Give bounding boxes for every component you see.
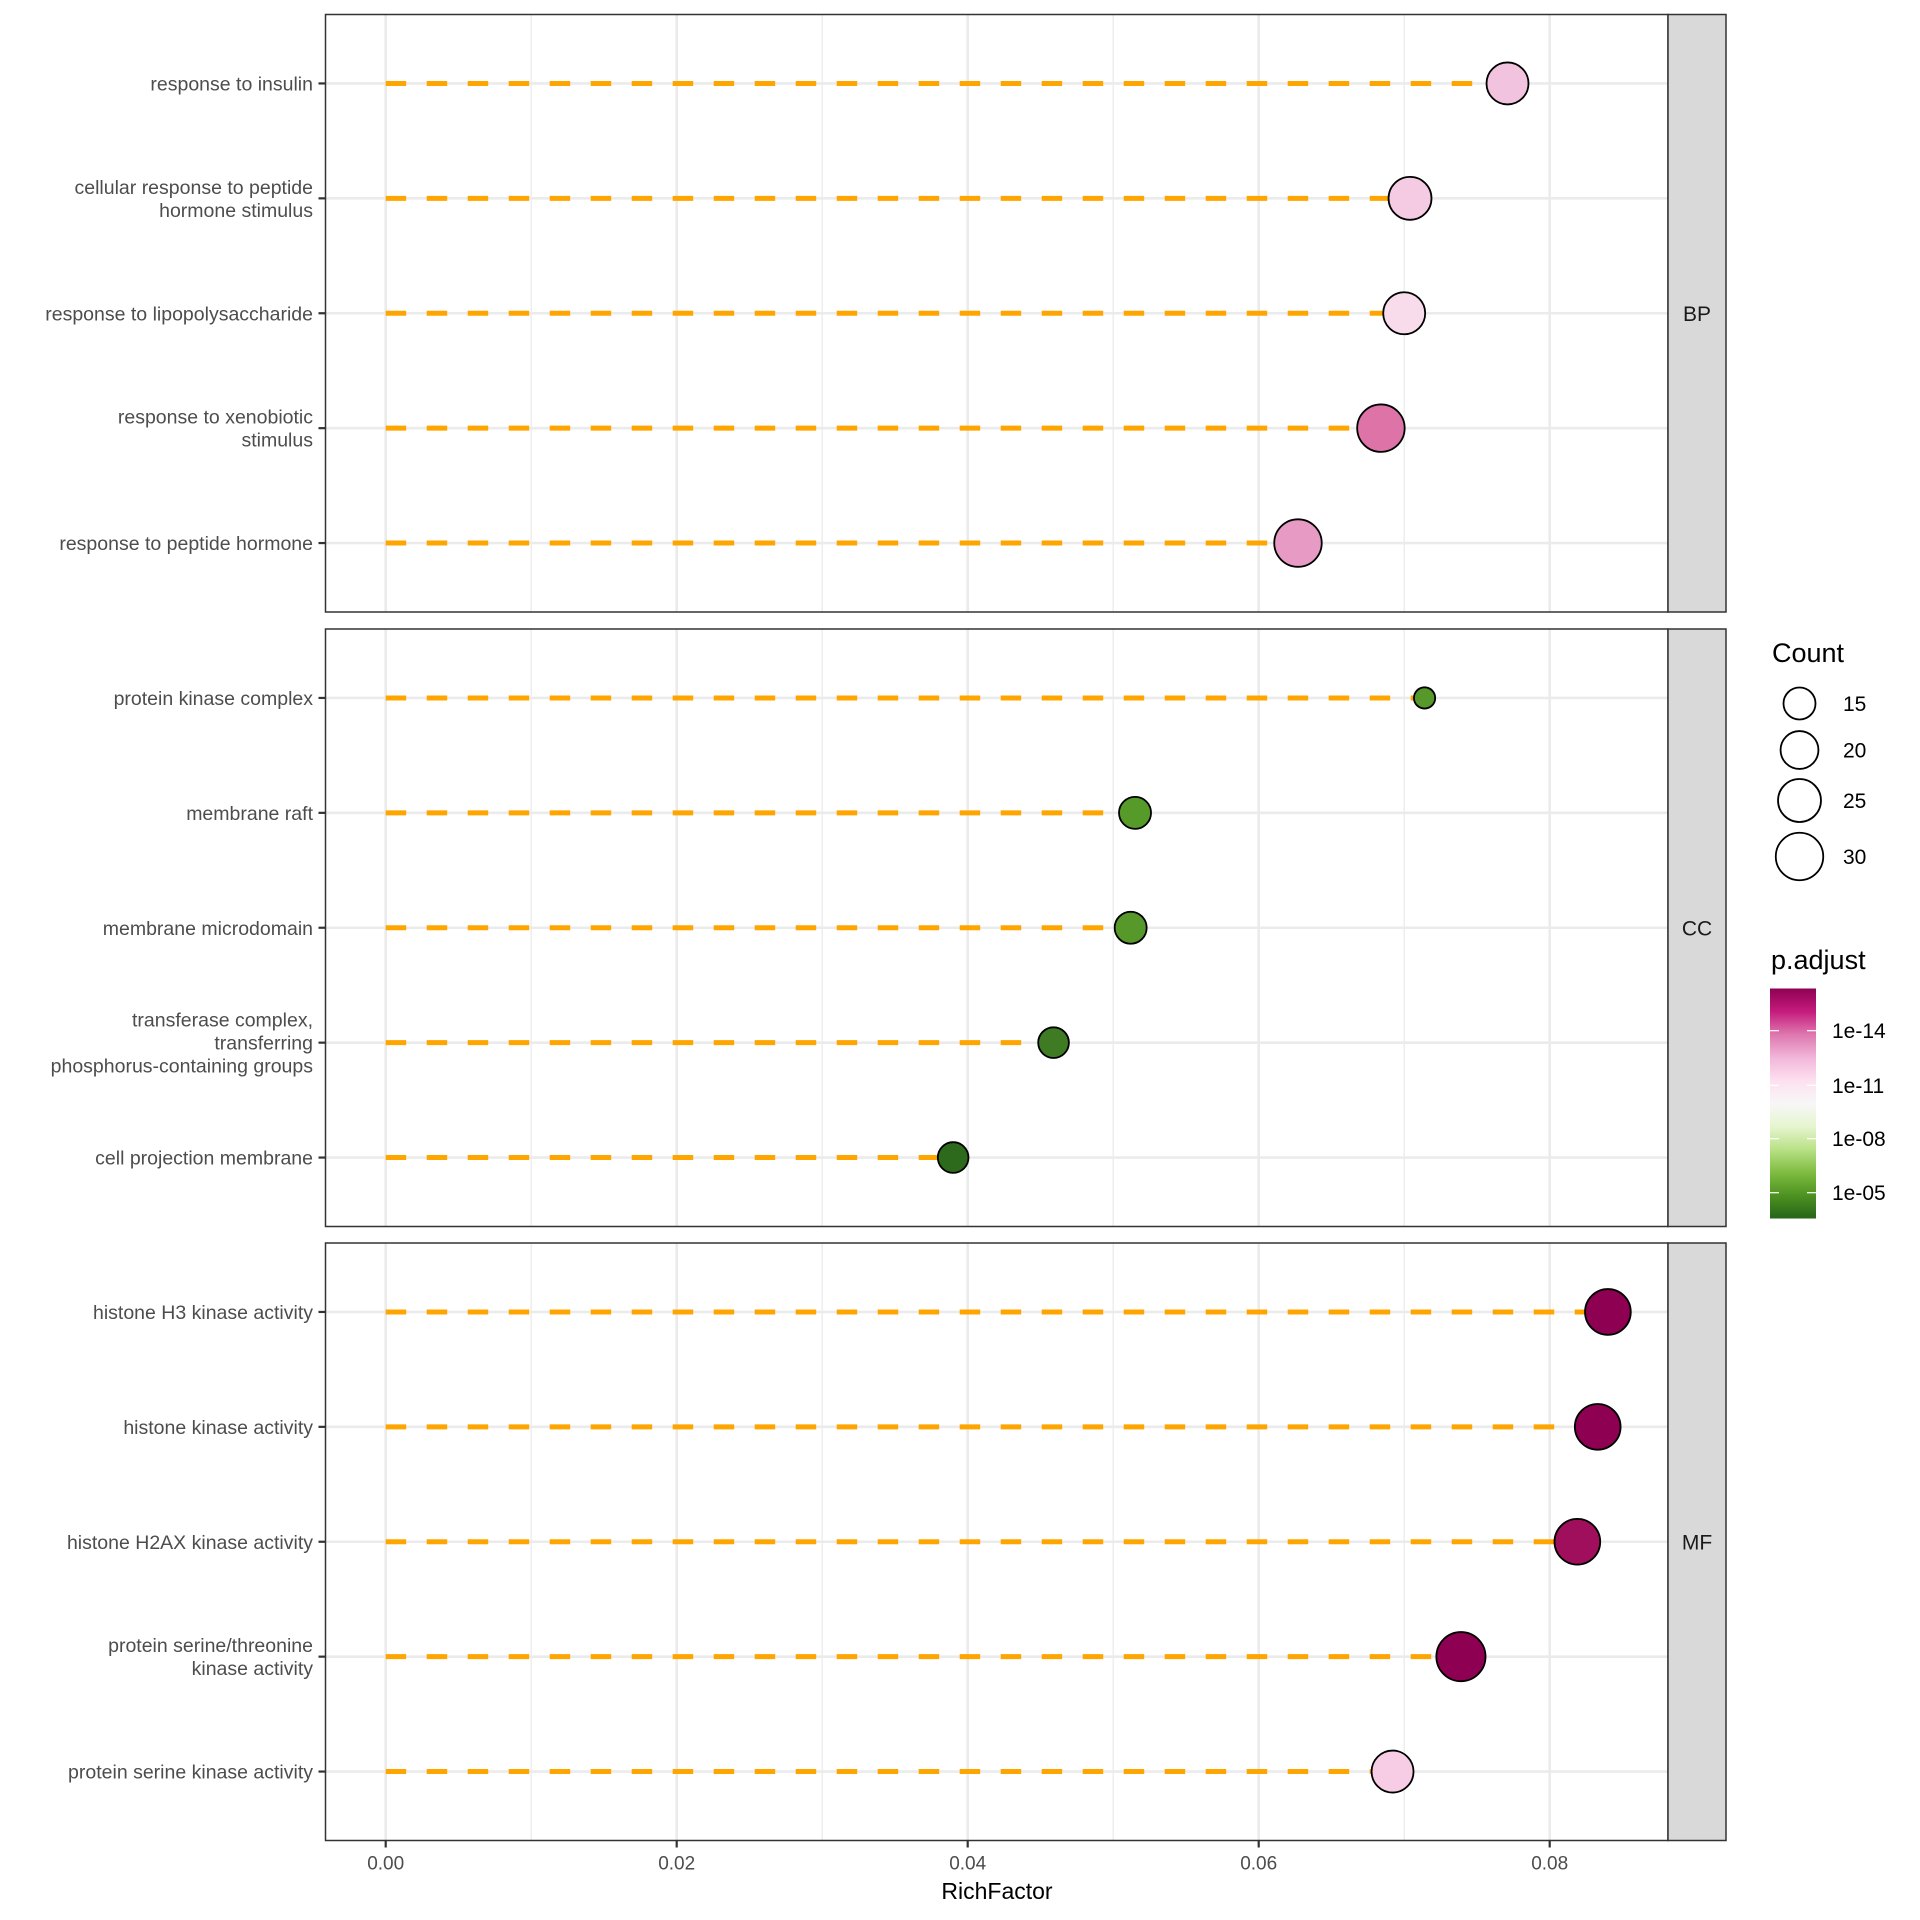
legend-padjust-label: 1e-11 (1832, 1075, 1884, 1098)
y-tick-label: protein serine/threonine kinase activity (108, 1635, 313, 1680)
y-tick-label: membrane microdomain (103, 918, 313, 940)
y-tick-label-line: membrane raft (186, 803, 313, 825)
x-tick-label: 0.00 (367, 1854, 404, 1875)
x-tick-label: 0.02 (658, 1854, 695, 1875)
facet-panel-mf: MF histone H3 kinase activity histone kina… (67, 1242, 1727, 1842)
legend-count-key (1774, 831, 1825, 882)
y-tick-label: membrane raft (186, 803, 313, 825)
legend-padjust-label: 1e-14 (1832, 1020, 1886, 1043)
data-point (1118, 795, 1152, 830)
y-tick-label: protein kinase complex (114, 688, 314, 710)
y-tick-label-line: kinase activity (192, 1658, 314, 1680)
y-tick-label-line: membrane microdomain (103, 918, 313, 940)
legend-padjust-title: p.adjust (1771, 945, 1866, 975)
y-tick-label-line: stimulus (241, 430, 313, 452)
y-tick-label-line: transferase complex, (132, 1010, 313, 1032)
y-tick-label-line: protein serine/threonine (108, 1635, 313, 1657)
y-tick-label: histone kinase activity (123, 1417, 313, 1439)
legend-count-key (1779, 730, 1820, 770)
y-tick-label-line: histone kinase activity (123, 1417, 313, 1439)
y-tick-label-line: protein serine kinase activity (68, 1762, 313, 1784)
x-tick-label: 0.08 (1531, 1854, 1568, 1875)
data-point (1485, 61, 1530, 106)
x-tick-label: 0.06 (1240, 1854, 1277, 1875)
y-tick-label: cellular response to peptide hormone stim… (75, 177, 314, 222)
y-tick-label: histone H2AX kinase activity (67, 1532, 313, 1554)
facet-strip (1667, 1242, 1727, 1842)
y-tick-label-line: response to peptide hormone (59, 533, 313, 555)
facet-strip (1667, 13, 1727, 613)
data-point (1356, 403, 1406, 453)
data-point (1113, 910, 1148, 945)
data-point (1037, 1026, 1070, 1059)
data-point (1573, 1403, 1622, 1451)
y-tick-label-line: cellular response to peptide (75, 177, 314, 199)
legend-padjust: p.adjust 1e-14 1e-11 1e-08 1e-05 (1770, 945, 1886, 1219)
legend-count-title: Count (1772, 638, 1845, 668)
facet-strip-label: CC (1682, 917, 1712, 940)
legend-count: Count 15 20 25 30 (1772, 638, 1866, 882)
y-tick-label: transferase complex, transferring phosphor… (51, 1010, 314, 1078)
facet-panel-bp: BP response to insulin cellular response t… (45, 13, 1727, 613)
facet-strip-label: BP (1683, 303, 1711, 326)
y-tick-label: cell projection membrane (95, 1148, 313, 1170)
facet-strip-label: MF (1682, 1531, 1712, 1554)
legend-padjust-label: 1e-05 (1832, 1182, 1886, 1205)
y-tick-label-line: phosphorus-containing groups (51, 1056, 314, 1078)
legend-count-key (1782, 686, 1817, 721)
data-point (1370, 1749, 1415, 1794)
y-tick-label-line: response to insulin (150, 73, 313, 95)
y-tick-label-line: protein kinase complex (114, 688, 314, 710)
y-tick-label-line: response to xenobiotic (118, 407, 313, 429)
data-point (1387, 175, 1433, 221)
y-tick-label: response to xenobiotic stimulus (118, 407, 313, 452)
legend-count-key (1777, 778, 1822, 823)
y-tick-label: protein serine kinase activity (68, 1762, 313, 1784)
data-point (1413, 686, 1437, 710)
y-tick-label: response to lipopolysaccharide (45, 303, 313, 325)
data-point (1382, 291, 1427, 336)
legend-padjust-label: 1e-08 (1832, 1128, 1886, 1151)
data-point (1584, 1288, 1632, 1336)
y-tick-label: response to peptide hormone (59, 533, 313, 555)
x-axis-title: RichFactor (941, 1878, 1053, 1904)
legend-count-label: 30 (1843, 846, 1866, 869)
y-tick-label-line: histone H2AX kinase activity (67, 1532, 313, 1554)
legend-padjust-colorbar (1770, 988, 1816, 1219)
legend-count-label: 25 (1843, 790, 1866, 813)
facet-strip (1667, 628, 1727, 1228)
data-point (936, 1141, 970, 1174)
y-tick-label-line: response to lipopolysaccharide (45, 303, 313, 325)
y-tick-label: histone H3 kinase activity (93, 1302, 313, 1324)
legend-count-label: 15 (1843, 693, 1866, 716)
x-axis: 0.00 0.02 0.04 0.06 0.08 (367, 1840, 1568, 1875)
y-tick-label-line: cell projection membrane (95, 1148, 313, 1170)
y-tick-label-line: transferring (214, 1033, 313, 1055)
legend-count-label: 20 (1843, 740, 1866, 763)
data-point (1553, 1517, 1602, 1566)
facet-panels: BP response to insulin cellular response t… (45, 13, 1727, 1842)
facet-panel-cc: CC protein kinase complex membrane raft mem… (51, 628, 1727, 1228)
x-tick-label: 0.04 (949, 1854, 986, 1875)
y-tick-label-line: histone H3 kinase activity (93, 1302, 313, 1324)
y-tick-label: response to insulin (150, 73, 313, 95)
y-tick-label-line: hormone stimulus (159, 200, 313, 222)
data-point (1273, 518, 1323, 568)
data-point (1435, 1631, 1487, 1683)
